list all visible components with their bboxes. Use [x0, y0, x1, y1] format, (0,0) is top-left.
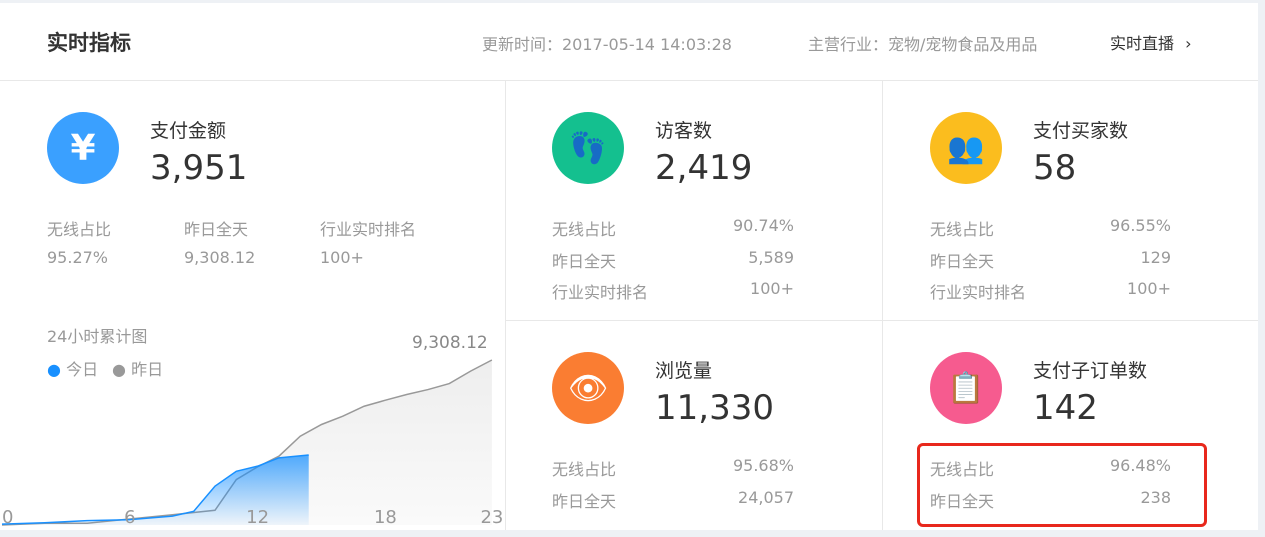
visitors-value: 2,419 — [655, 148, 753, 188]
x-tick-label: 0 — [2, 507, 13, 528]
yen-icon: ¥ — [47, 112, 119, 184]
stat-value: 100+ — [750, 279, 794, 298]
stat-value: 90.74% — [732, 216, 794, 235]
eye-icon: 👁 — [552, 352, 624, 424]
stat-value: 100+ — [1127, 279, 1171, 298]
chevron-right-icon: › — [1185, 34, 1192, 53]
buyers-value: 58 — [1033, 148, 1077, 188]
stat-value: 95.68% — [732, 456, 794, 475]
realtime-metrics-card: 实时指标 更新时间：2017-05-14 14:03:28 主营行业：宠物/宠物… — [0, 3, 1258, 530]
live-link-label: 实时直播 — [1110, 34, 1175, 53]
divider — [882, 81, 883, 530]
legend-dot: ● — [112, 360, 126, 379]
footprint-icon: 👣 — [552, 112, 624, 184]
series-area-0 — [2, 360, 492, 525]
series-area-1 — [2, 454, 309, 525]
divider — [505, 81, 506, 530]
stat-label: 行业实时排名 — [930, 283, 1027, 302]
stat-label: 昨日全天 — [930, 252, 995, 271]
stat-label: 行业实时排名 — [320, 220, 417, 239]
peak-label: 9,308.12 — [412, 333, 488, 353]
highlight-box — [917, 443, 1207, 527]
stat-label: 无线占比 — [930, 220, 995, 239]
stat-value: 9,308.12 — [184, 248, 256, 267]
stat-label: 昨日全天 — [930, 492, 995, 511]
stat-value: 238 — [1140, 488, 1171, 507]
legend-label: 昨日 — [131, 360, 164, 379]
industry: 主营行业：宠物/宠物食品及用品 — [808, 35, 1038, 54]
x-tick-label: 18 — [374, 507, 397, 528]
chart-title: 24小时累计图 — [47, 327, 148, 346]
stat-value: 129 — [1140, 248, 1171, 267]
stat-value: 100+ — [320, 248, 364, 267]
divider — [505, 320, 1258, 321]
stat-label: 无线占比 — [930, 460, 995, 479]
x-tick-label: 6 — [124, 507, 135, 528]
pay-amount-label: 支付金额 — [150, 120, 227, 142]
card-header: 实时指标 更新时间：2017-05-14 14:03:28 主营行业：宠物/宠物… — [0, 3, 1258, 81]
card-title: 实时指标 — [47, 31, 131, 55]
stat-label: 昨日全天 — [552, 492, 617, 511]
sub-orders-label: 支付子订单数 — [1033, 360, 1148, 382]
x-tick-label: 12 — [246, 507, 269, 528]
clipboard-icon: 📋 — [930, 352, 1002, 424]
visitors-label: 访客数 — [655, 120, 713, 142]
stat-label: 昨日全天 — [552, 252, 617, 271]
stat-label: 无线占比 — [552, 220, 617, 239]
pageviews-value: 11,330 — [655, 388, 774, 428]
update-time: 更新时间：2017-05-14 14:03:28 — [482, 35, 732, 54]
stat-value: 95.27% — [47, 248, 109, 267]
pageviews-label: 浏览量 — [655, 360, 713, 382]
live-broadcast-link[interactable]: 实时直播 › — [1110, 30, 1192, 54]
pay-amount-value: 3,951 — [150, 148, 248, 188]
cumulative-chart: 0 6 12 18 23 — [1, 359, 503, 528]
sub-orders-value: 142 — [1033, 388, 1098, 428]
legend-label: 今日 — [66, 360, 99, 379]
stat-label: 行业实时排名 — [552, 283, 649, 302]
legend-dot: ● — [47, 360, 61, 379]
legend-today: ● 今日 — [47, 356, 98, 380]
stat-label: 无线占比 — [47, 220, 112, 239]
stat-label: 无线占比 — [552, 460, 617, 479]
buyers-label: 支付买家数 — [1033, 120, 1129, 142]
stat-value: 24,057 — [738, 488, 794, 507]
stat-value: 5,589 — [748, 248, 794, 267]
stat-label: 昨日全天 — [184, 220, 249, 239]
stat-value: 96.48% — [1109, 456, 1171, 475]
x-tick-label: 23 — [480, 507, 503, 528]
stat-value: 96.55% — [1109, 216, 1171, 235]
users-icon: 👥 — [930, 112, 1002, 184]
series-line-1 — [1, 454, 309, 525]
legend-yesterday: ● 昨日 — [112, 356, 163, 380]
